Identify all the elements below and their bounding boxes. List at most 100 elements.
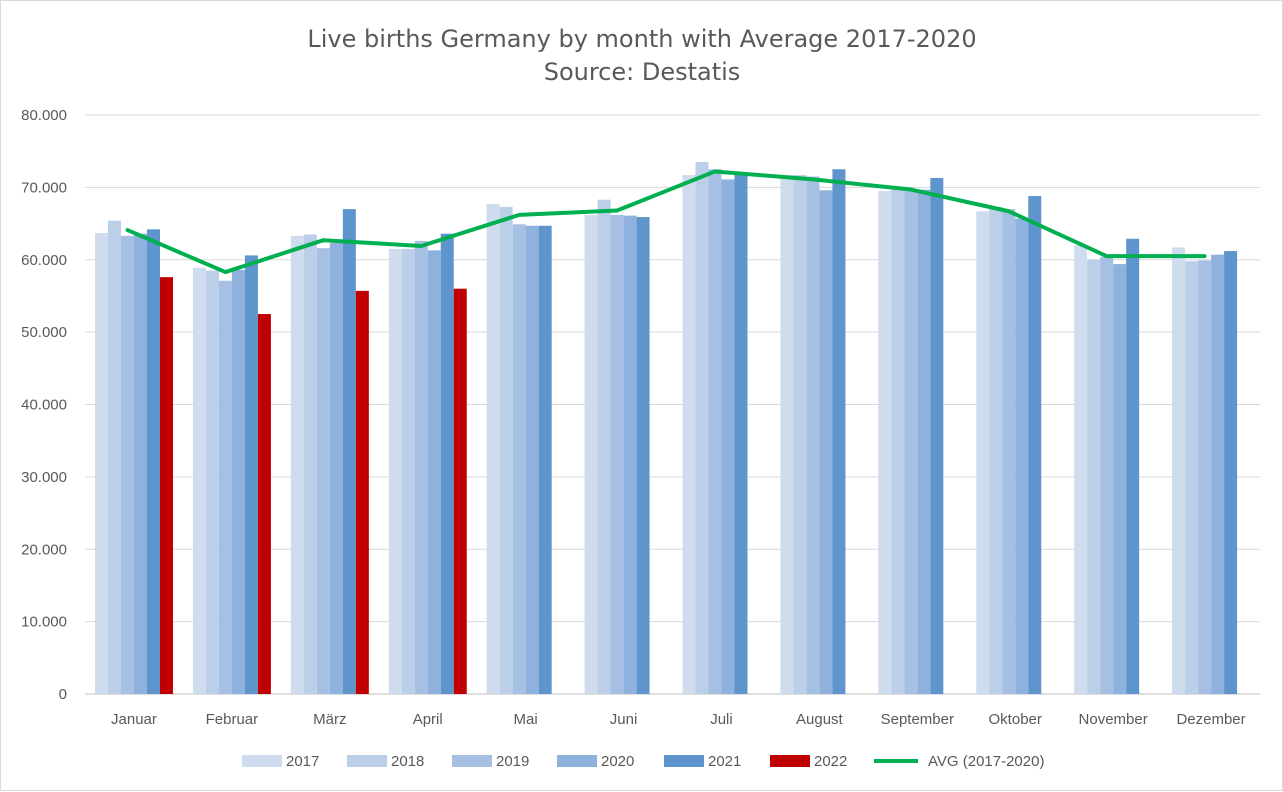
bar-2021-april [440, 233, 454, 694]
bar-2021-märz [342, 209, 356, 694]
bar-2017-november [1074, 245, 1088, 694]
bar-2019-juni [610, 214, 624, 694]
x-tick-label: Juni [610, 711, 638, 728]
bar-2018-märz [303, 234, 317, 694]
bar-2018-februar [205, 270, 219, 694]
legend-swatch-2019 [452, 755, 492, 767]
legend-label-2020: 2020 [601, 753, 634, 770]
bar-2018-dezember [1185, 261, 1199, 694]
bar-2019-august [806, 176, 820, 695]
x-tick-label: April [413, 711, 443, 728]
bar-2018-juni [597, 199, 611, 694]
legend-swatch-2018 [347, 755, 387, 767]
bar-2021-januar [147, 229, 160, 695]
bar-2021-november [1126, 238, 1140, 695]
x-tick-label: August [796, 711, 844, 728]
bar-2019-november [1100, 256, 1114, 694]
y-tick-label: 10.000 [21, 614, 67, 631]
bar-2022-märz [355, 290, 369, 694]
legend-swatch-2022 [770, 755, 810, 767]
bar-2017-juni [584, 214, 598, 694]
bar-2018-januar [108, 220, 121, 695]
axis-layer: 0 10.000 20.000 30.000 40.000 50.000 60.000 70.… [21, 107, 1246, 728]
y-tick-label: 80.000 [21, 107, 67, 124]
bar-2020-oktober [1015, 218, 1029, 694]
x-tick-label: März [313, 711, 346, 728]
bar-2020-april [427, 250, 441, 694]
bar-2019-januar [121, 235, 134, 694]
bar-2018-april [401, 248, 415, 695]
legend-swatch-2017 [242, 755, 282, 767]
legend-label-avg: AVG (2017-2020) [928, 753, 1044, 770]
bar-2020-juni [623, 215, 637, 694]
y-tick-label: 30.000 [21, 469, 67, 486]
bar-2018-oktober [989, 206, 1003, 694]
bar-2019-september [904, 190, 918, 694]
bar-2018-august [793, 175, 807, 695]
legend-label-2022: 2022 [814, 753, 847, 770]
x-tick-label: September [881, 711, 954, 728]
line-layer [125, 169, 1207, 275]
bar-2017-dezember [1172, 247, 1186, 695]
legend-swatch-2020 [557, 755, 597, 767]
bar-2021-dezember [1224, 251, 1238, 694]
bar-2019-oktober [1002, 209, 1016, 694]
chart-title: Live births Germany by month with Averag… [307, 25, 976, 53]
y-tick-label: 50.000 [21, 324, 67, 341]
bar-2020-märz [329, 243, 343, 694]
y-tick-label: 70.000 [21, 179, 67, 196]
bar-2022-januar [160, 277, 173, 694]
bar-2017-august [780, 175, 794, 695]
y-tick-label: 60.000 [21, 252, 67, 269]
y-tick-label: 20.000 [21, 541, 67, 558]
bar-2020-november [1113, 264, 1127, 694]
bar-2017-oktober [976, 211, 990, 695]
y-tick-label: 40.000 [21, 397, 67, 414]
x-tick-label: Mai [514, 711, 538, 728]
bar-2020-august [819, 190, 833, 694]
bar-2021-mai [538, 225, 552, 694]
bar-2020-september [917, 189, 931, 694]
grid-layer [85, 114, 1260, 695]
legend-layer: 2017 2018 2019 2020 2021 2022 AVG (2017-2020) [242, 753, 1044, 770]
bar-2021-august [832, 169, 846, 694]
bar-2019-dezember [1198, 260, 1212, 694]
legend-swatch-2021 [664, 755, 704, 767]
x-tick-label: Oktober [989, 711, 1042, 728]
bars-layer [95, 162, 1238, 695]
bar-2017-februar [192, 267, 206, 694]
bar-2022-februar [257, 314, 271, 694]
avg-line [125, 169, 1207, 275]
bar-2017-september [878, 190, 892, 694]
x-tick-label: November [1079, 711, 1148, 728]
legend-label-2019: 2019 [496, 753, 529, 770]
bar-2018-september [891, 189, 905, 694]
x-tick-label: Februar [206, 711, 259, 728]
legend-label-2018: 2018 [391, 753, 424, 770]
x-tick-label: Dezember [1176, 711, 1245, 728]
bar-2020-juli [721, 179, 735, 694]
bar-2021-juli [734, 173, 748, 694]
bar-2018-november [1087, 259, 1101, 694]
bar-2020-februar [231, 269, 245, 694]
bar-2019-april [414, 240, 428, 694]
bar-2018-mai [499, 206, 513, 694]
bar-2019-juli [708, 169, 722, 694]
bar-2018-juli [695, 162, 709, 694]
legend-label-2017: 2017 [286, 753, 319, 770]
bar-2017-mai [486, 204, 500, 695]
y-tick-label: 0 [59, 686, 67, 703]
bar-2017-juli [682, 175, 696, 695]
chart-subtitle: Source: Destatis [544, 58, 741, 86]
x-tick-label: Januar [111, 711, 157, 728]
bar-2019-februar [218, 280, 232, 694]
bar-2020-dezember [1211, 254, 1225, 694]
bar-2020-mai [525, 225, 539, 694]
legend-label-2021: 2021 [708, 753, 741, 770]
bar-2017-märz [290, 235, 304, 694]
x-tick-label: Juli [710, 711, 733, 728]
bar-2021-juni [636, 217, 650, 694]
bar-2017-januar [95, 232, 108, 694]
